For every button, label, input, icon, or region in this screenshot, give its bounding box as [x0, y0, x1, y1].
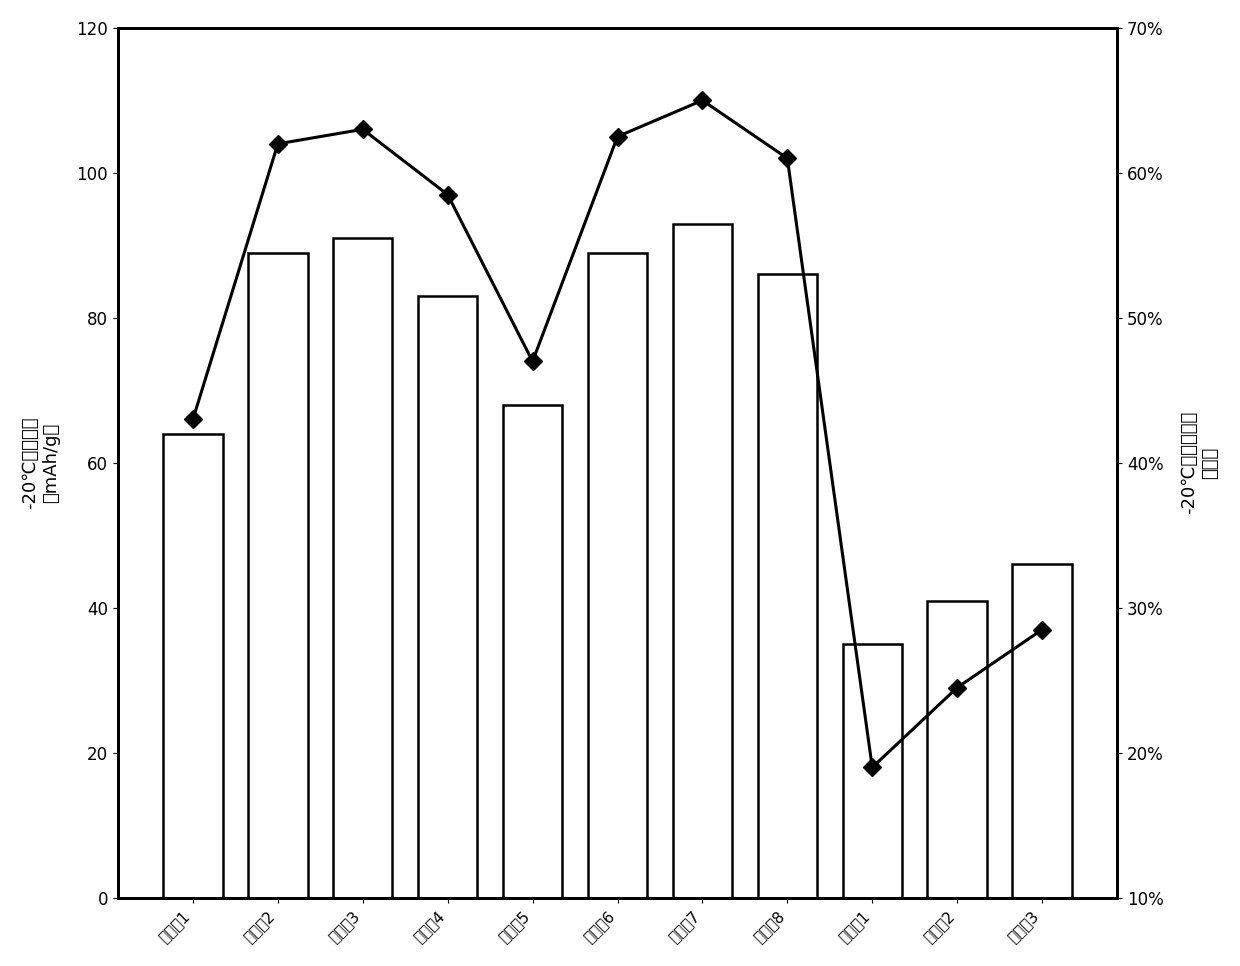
- Y-axis label: -20℃放电百分比
（％）: -20℃放电百分比 （％）: [1180, 412, 1219, 515]
- Bar: [164, 434, 223, 897]
- Bar: [503, 405, 562, 897]
- Bar: [1012, 564, 1071, 897]
- Y-axis label: -20℃放电容量
（mAh/g）: -20℃放电容量 （mAh/g）: [21, 416, 60, 509]
- Bar: [334, 238, 393, 897]
- Bar: [672, 223, 732, 897]
- Bar: [758, 274, 817, 897]
- Bar: [928, 601, 987, 897]
- Bar: [418, 297, 477, 897]
- Bar: [842, 644, 901, 897]
- Bar: [248, 252, 308, 897]
- Bar: [588, 252, 647, 897]
